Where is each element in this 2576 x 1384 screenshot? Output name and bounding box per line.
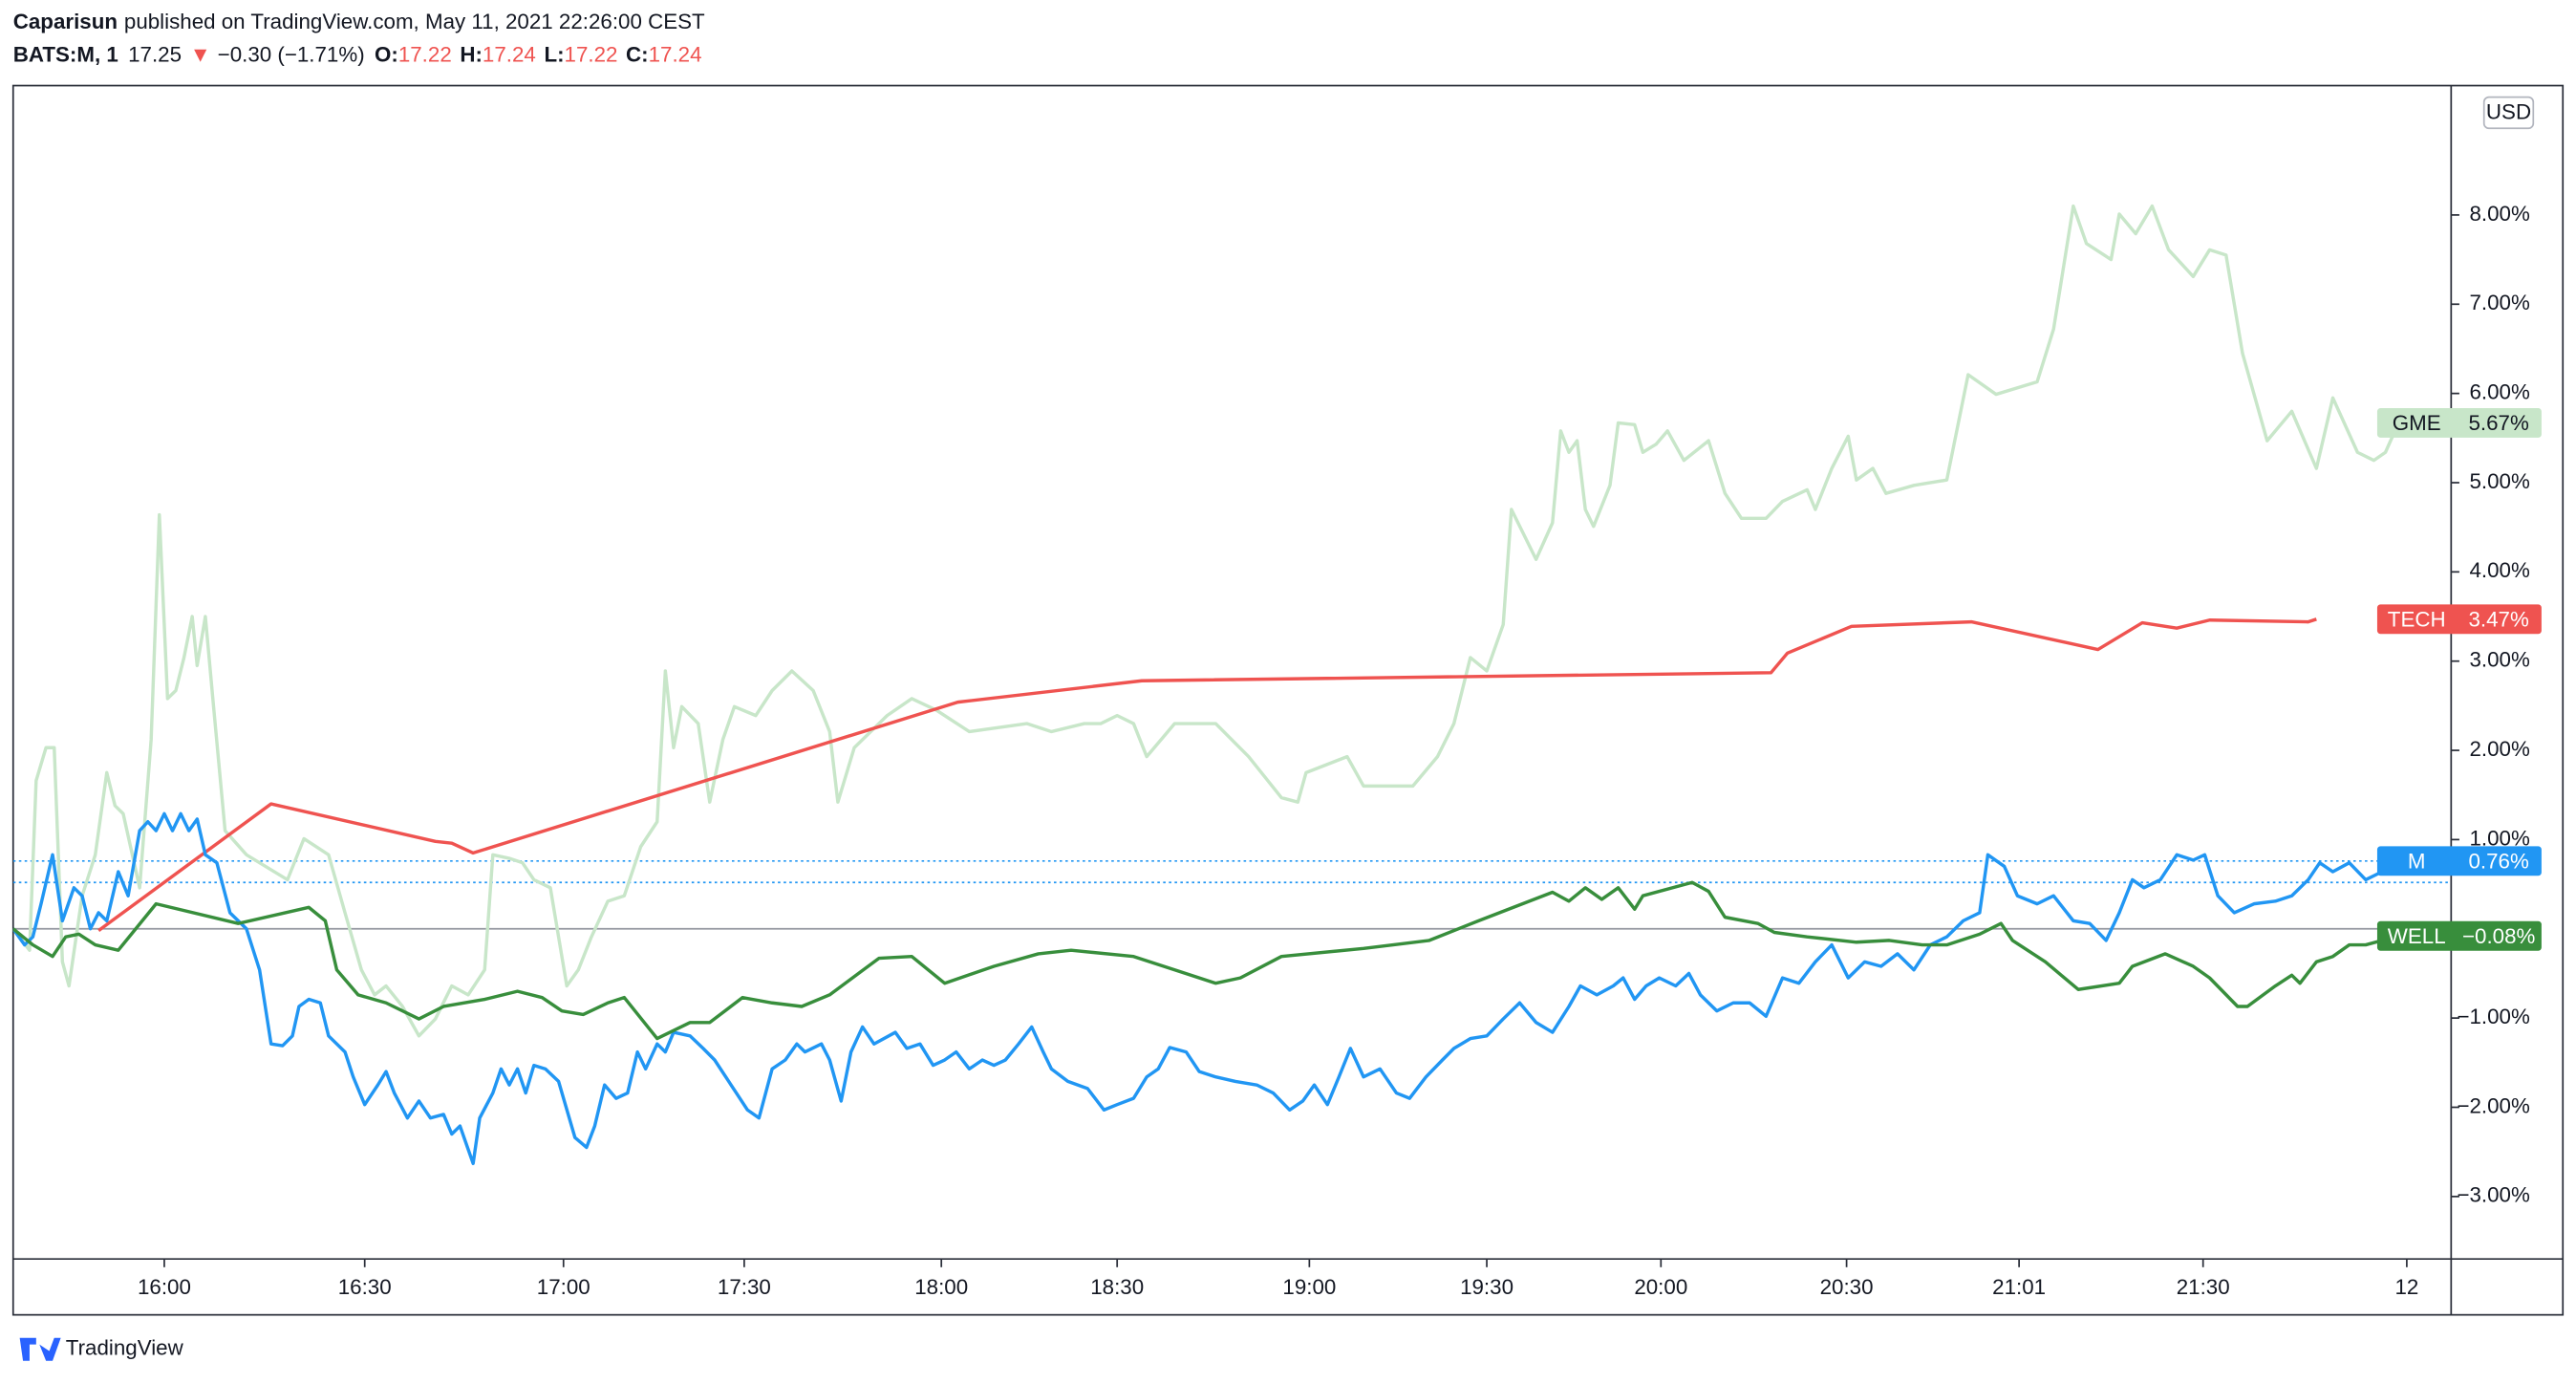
ohlc-key: C: bbox=[626, 43, 649, 67]
x-tick-label: 21:30 bbox=[2177, 1275, 2230, 1299]
y-tick-label: −3.00% bbox=[2457, 1183, 2530, 1207]
y-tick-label: 1.00% bbox=[2469, 826, 2529, 850]
y-tick-label: 4.00% bbox=[2469, 558, 2529, 582]
currency-box bbox=[2482, 96, 2535, 130]
header-line: Caparisun published on TradingView.com, M… bbox=[13, 10, 705, 33]
y-tick-label: 2.00% bbox=[2469, 737, 2529, 761]
x-tick-label: 18:30 bbox=[1090, 1275, 1144, 1299]
price-label-box bbox=[2376, 846, 2542, 876]
y-tick-label: 6.00% bbox=[2469, 380, 2529, 404]
symbol-line: BATS:M, 1 17.25 ▼ −0.30 (−1.71%) O:17.22 H:17… bbox=[13, 43, 702, 67]
x-tick-label: 12 bbox=[2394, 1275, 2418, 1299]
y-tick-label: −1.00% bbox=[2457, 1005, 2530, 1028]
x-tick-label: 16:00 bbox=[138, 1275, 191, 1299]
series-line bbox=[97, 617, 2317, 933]
price-label-box bbox=[2376, 604, 2542, 635]
x-tick-label: 17:30 bbox=[718, 1275, 771, 1299]
x-tick-label: 17:00 bbox=[537, 1275, 590, 1299]
ohlc-key: L: bbox=[544, 43, 564, 67]
x-tick-label: 20:00 bbox=[1634, 1275, 1687, 1299]
x-tick-label: 20:30 bbox=[1820, 1275, 1874, 1299]
price-label-box bbox=[2376, 920, 2542, 951]
x-tick-label: 19:00 bbox=[1282, 1275, 1336, 1299]
symbol: BATS:M, 1 bbox=[13, 43, 118, 67]
y-tick-label: 8.00% bbox=[2469, 202, 2529, 226]
price-label: 5.67% bbox=[2469, 411, 2529, 435]
series-line bbox=[12, 204, 2400, 1038]
series-line bbox=[12, 880, 2399, 1041]
published: published on TradingView.com, May 11, 20… bbox=[124, 10, 705, 33]
plot bbox=[12, 204, 2452, 1166]
logo bbox=[19, 1337, 61, 1361]
x-tick-label: 18:00 bbox=[914, 1275, 968, 1299]
legend-name: GME bbox=[2393, 411, 2441, 435]
y-tick-label: 7.00% bbox=[2469, 291, 2529, 314]
ohlc-key: O: bbox=[375, 43, 398, 67]
ohlc-key: H: bbox=[460, 43, 483, 67]
y-tick-label: −2.00% bbox=[2457, 1093, 2530, 1117]
price-label: −0.08% bbox=[2462, 924, 2536, 948]
x-tick-label: 19:30 bbox=[1460, 1275, 1513, 1299]
y-tick-label: 5.00% bbox=[2469, 469, 2529, 493]
x-tick-label: 21:01 bbox=[1992, 1275, 2046, 1299]
frame bbox=[11, 84, 2565, 1316]
ohlc-value: 17.24 bbox=[649, 43, 702, 67]
price-label: 3.47% bbox=[2469, 607, 2529, 631]
currency: USD bbox=[2486, 100, 2531, 124]
y-tick-label: 3.00% bbox=[2469, 648, 2529, 672]
last-price: 17.25 bbox=[128, 43, 182, 67]
series-line bbox=[12, 811, 2403, 1166]
change: −0.30 (−1.71%) bbox=[218, 43, 365, 67]
price-label-box bbox=[2376, 407, 2542, 438]
ohlc-value: 17.22 bbox=[565, 43, 618, 67]
arrow: ▼ bbox=[190, 43, 211, 67]
ohlc-value: 17.24 bbox=[483, 43, 536, 67]
price-label: 0.76% bbox=[2469, 849, 2529, 873]
legend-name: TECH bbox=[2388, 607, 2446, 631]
brand: TradingView bbox=[66, 1336, 184, 1360]
legend-name: WELL bbox=[2388, 924, 2446, 948]
x-tick-label: 16:30 bbox=[338, 1275, 392, 1299]
legend-name: M bbox=[2408, 849, 2426, 873]
author: Caparisun bbox=[13, 10, 118, 33]
ohlc-value: 17.22 bbox=[398, 43, 452, 67]
